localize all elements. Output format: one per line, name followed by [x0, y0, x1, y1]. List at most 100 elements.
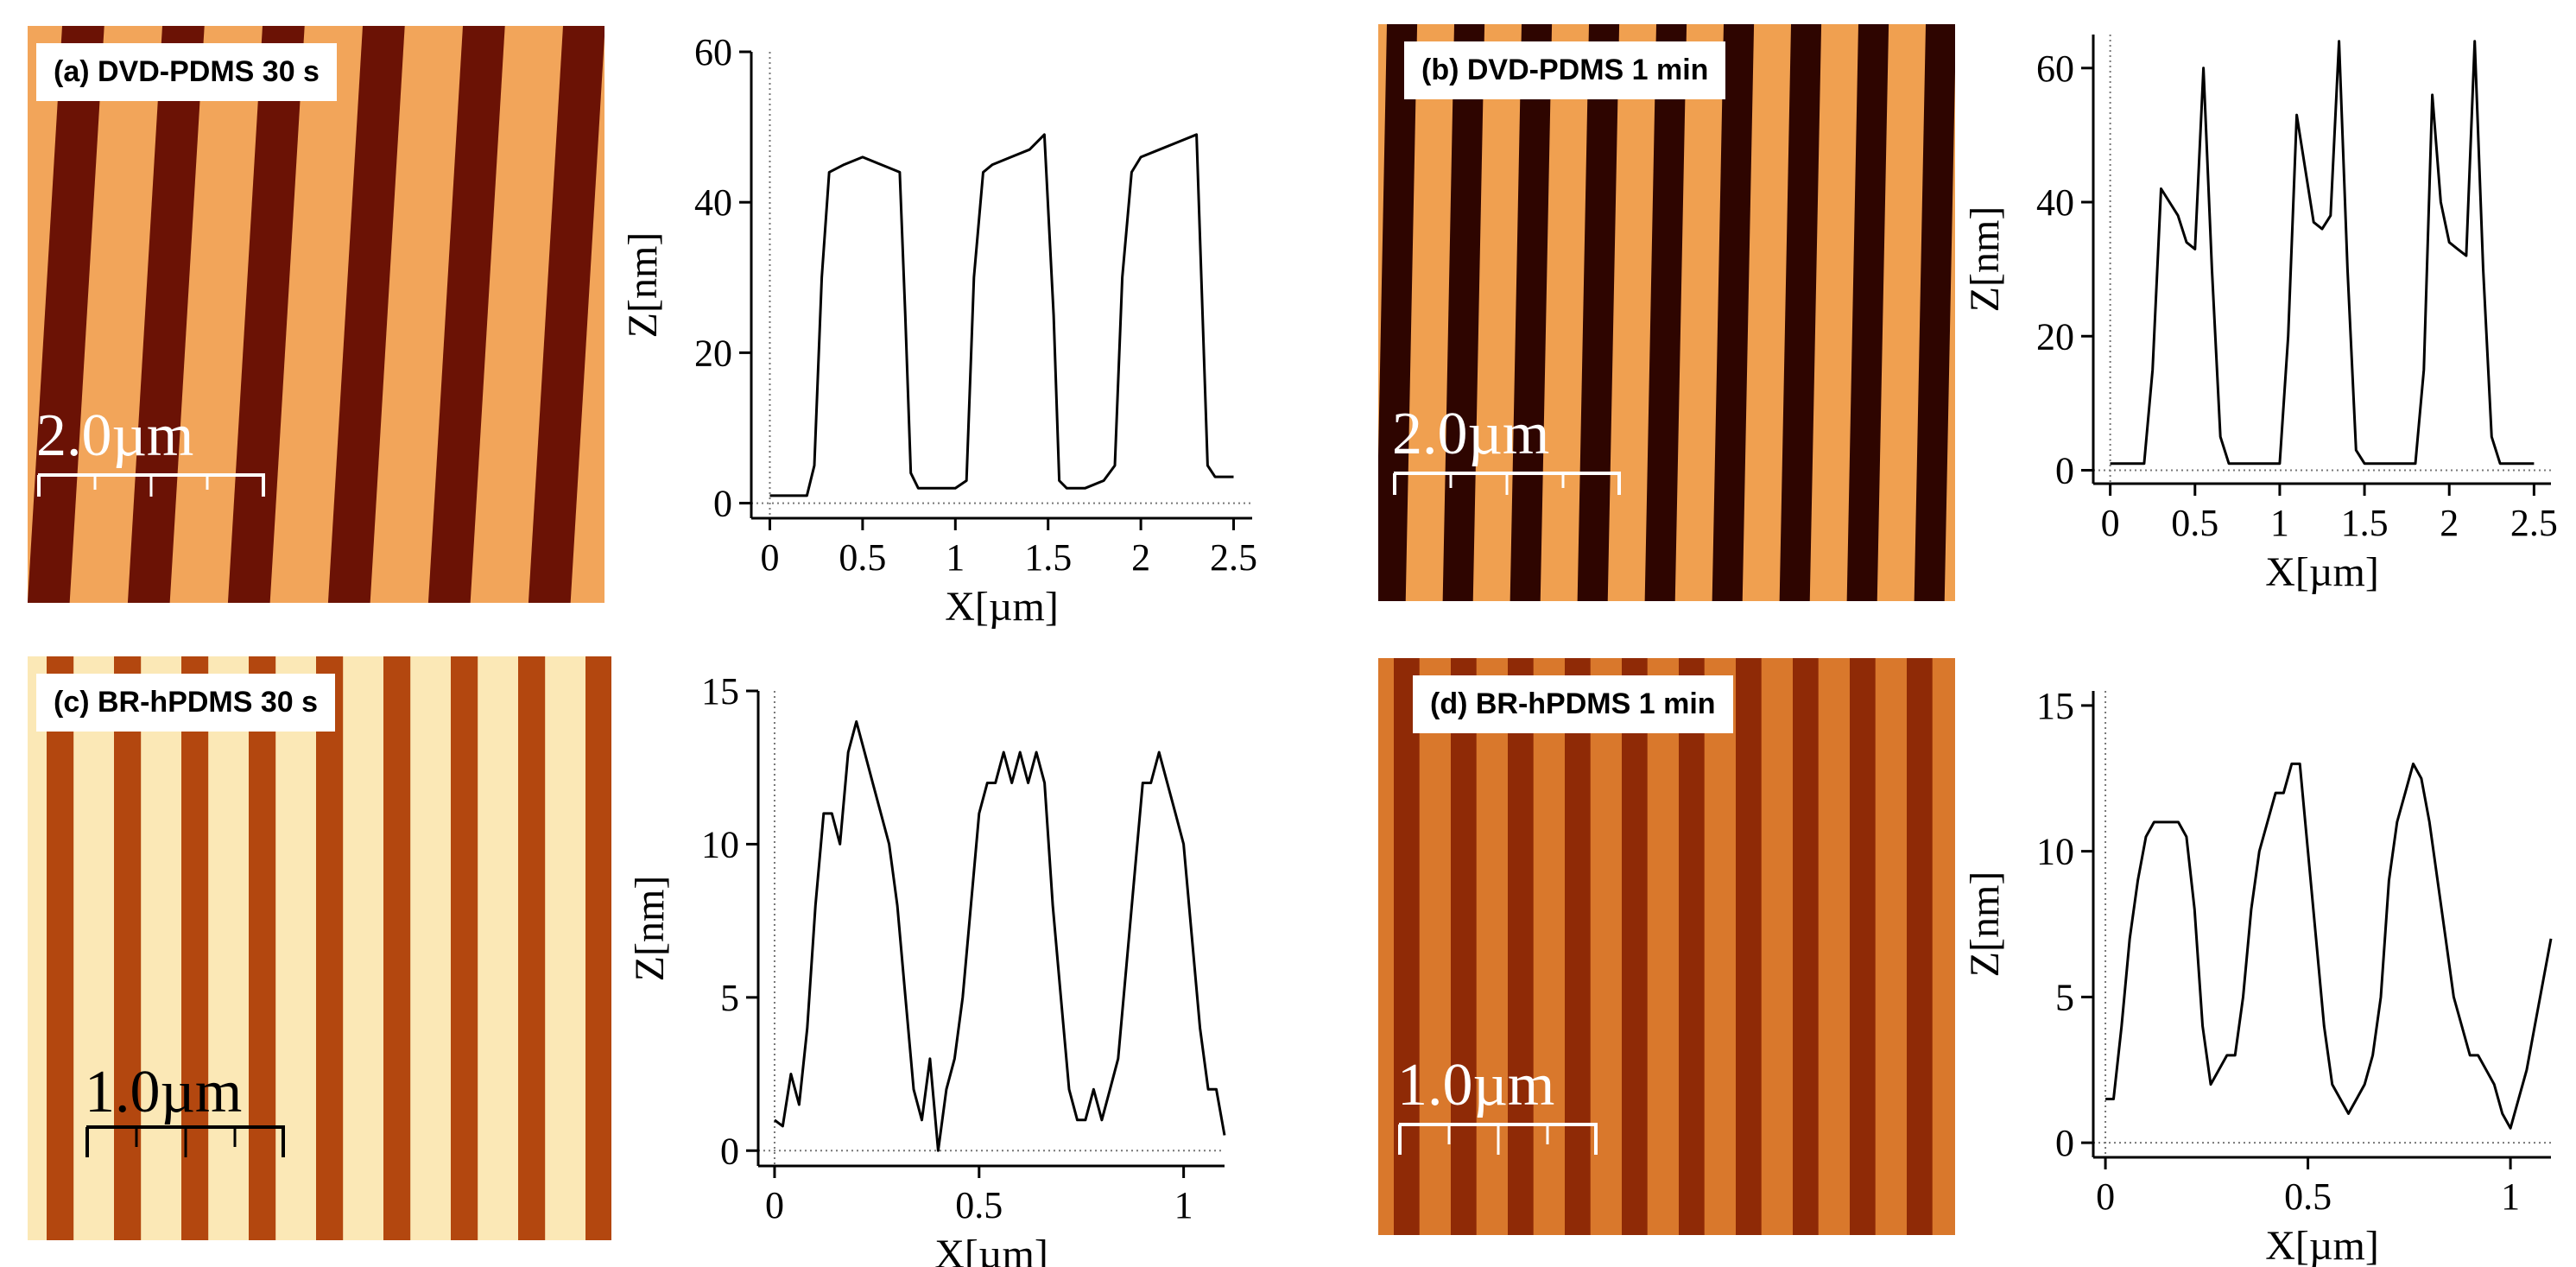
y-tick-label: 5	[720, 977, 739, 1019]
x-tick-label: 2.5	[2510, 502, 2558, 544]
afm-stripe	[383, 656, 411, 1240]
afm-stripe	[1394, 658, 1420, 1235]
x-tick-label: 1	[2270, 502, 2289, 544]
afm-stripe	[47, 656, 74, 1240]
profile-chart-c: 0 0.5 1 0 5 10 15 X[µm] Z[nm]	[611, 656, 1250, 1267]
profile-chart-d: 0 0.5 1 0 5 10 15 X[µm] Z[nm]	[1955, 656, 2573, 1267]
profile-chart-b: 0 0.5 1 1.5 2 2.5 0 20 40 60 X[µm] Z[nm]	[1955, 17, 2568, 605]
x-tick-label: 1	[1174, 1184, 1193, 1226]
scale-bar-b	[1393, 472, 1621, 495]
afm-stripe	[1577, 24, 1620, 601]
afm-stripe	[114, 656, 142, 1240]
afm-stripe	[1644, 24, 1687, 601]
y-axis-label: Z[nm]	[1962, 206, 2008, 313]
y-axis-label: Z[nm]	[620, 232, 666, 339]
x-tick-label: 2	[2440, 502, 2459, 544]
afm-stripe	[1622, 658, 1648, 1235]
y-tick-label: 0	[720, 1130, 739, 1172]
x-axis-label: X[µm]	[2265, 549, 2379, 595]
afm-stripe	[1451, 658, 1477, 1235]
afm-stripes-a	[28, 26, 604, 603]
x-tick-label: 0.5	[839, 536, 886, 579]
x-tick-label: 1.5	[2341, 502, 2389, 544]
scale-bar-c	[85, 1125, 285, 1157]
afm-image-d: (d) BR-hPDMS 1 min 1.0µm	[1378, 658, 1955, 1235]
x-tick-label: 0	[2101, 502, 2120, 544]
profile-chart-a: 0 0.5 1 1.5 2 2.5 0 20 40 60 X[µm] Z[nm]	[604, 17, 1278, 656]
afm-stripe	[1679, 658, 1705, 1235]
x-tick-label: 0.5	[955, 1184, 1003, 1226]
afm-stripe	[1442, 24, 1485, 601]
afm-stripe	[427, 26, 505, 603]
profile-line	[2110, 40, 2535, 466]
y-tick-label: 20	[2036, 315, 2074, 358]
y-tick-label: 5	[2055, 976, 2074, 1018]
afm-stripes-b	[1378, 24, 1955, 601]
afm-stripe	[1907, 658, 1933, 1235]
afm-stripe	[1793, 658, 1819, 1235]
panel-label-b: (b) DVD-PDMS 1 min	[1404, 41, 1726, 99]
afm-stripe	[227, 26, 305, 603]
scale-bar-a	[37, 473, 265, 497]
afm-image-c: (c) BR-hPDMS 30 s 1.0µm	[28, 656, 611, 1240]
afm-stripe	[1850, 658, 1876, 1235]
afm-stripes-d	[1378, 658, 1955, 1235]
afm-stripe	[28, 26, 104, 603]
y-tick-label: 10	[2036, 831, 2074, 873]
afm-stripe	[451, 656, 478, 1240]
afm-stripe	[1914, 24, 1955, 601]
profile-line	[774, 720, 1226, 1152]
afm-stripe	[1846, 24, 1889, 601]
scale-bar-label-a: 2.0µm	[36, 402, 194, 469]
afm-stripe	[327, 26, 405, 603]
afm-stripe	[249, 656, 276, 1240]
scale-bar-label-b: 2.0µm	[1392, 401, 1550, 467]
y-tick-label: 60	[2036, 48, 2074, 90]
afm-stripe	[528, 26, 604, 603]
x-axis-label: X[µm]	[934, 1232, 1048, 1267]
scale-bar-label-d: 1.0µm	[1397, 1052, 1555, 1118]
x-tick-label: 2	[1131, 536, 1150, 579]
afm-stripe	[518, 656, 546, 1240]
y-tick-label: 40	[694, 181, 732, 224]
panel-label-a: (a) DVD-PDMS 30 s	[36, 43, 337, 101]
afm-stripes-c	[28, 656, 611, 1240]
afm-stripe	[1565, 658, 1591, 1235]
x-tick-label: 0.5	[2284, 1175, 2332, 1218]
x-tick-label: 2.5	[1210, 536, 1257, 579]
afm-stripe	[585, 656, 611, 1240]
afm-stripe	[1712, 24, 1755, 601]
profile-line	[2105, 762, 2553, 1130]
x-axis-label: X[µm]	[945, 584, 1059, 630]
x-tick-label: 0	[2096, 1175, 2115, 1218]
afm-stripe	[1508, 658, 1534, 1235]
x-tick-label: 0.5	[2171, 502, 2218, 544]
panel-label-d: (d) BR-hPDMS 1 min	[1413, 675, 1733, 733]
afm-image-a: (a) DVD-PDMS 30 s 2.0µm	[28, 26, 604, 603]
afm-stripe	[1736, 658, 1762, 1235]
scale-bar-d	[1398, 1123, 1598, 1155]
afm-stripe	[181, 656, 209, 1240]
afm-stripe	[1378, 24, 1418, 601]
x-tick-label: 1	[2501, 1175, 2520, 1218]
x-tick-label: 1	[946, 536, 965, 579]
afm-stripe	[1779, 24, 1822, 601]
y-tick-label: 60	[694, 31, 732, 73]
profile-line	[769, 133, 1234, 497]
y-tick-label: 15	[701, 670, 739, 713]
x-tick-label: 0	[760, 536, 779, 579]
x-tick-label: 0	[765, 1184, 784, 1226]
afm-stripe	[1510, 24, 1553, 601]
y-tick-label: 40	[2036, 181, 2074, 224]
panel-label-c: (c) BR-hPDMS 30 s	[36, 674, 336, 732]
y-axis-label: Z[nm]	[627, 876, 673, 982]
y-tick-label: 0	[2055, 1122, 2074, 1164]
y-tick-label: 20	[694, 332, 732, 374]
y-axis-label: Z[nm]	[1962, 871, 2008, 978]
y-tick-label: 10	[701, 823, 739, 865]
y-tick-label: 0	[2055, 449, 2074, 491]
x-tick-label: 1.5	[1024, 536, 1072, 579]
scale-bar-label-c: 1.0µm	[85, 1059, 243, 1125]
afm-stripe	[316, 656, 344, 1240]
x-axis-label: X[µm]	[2265, 1223, 2379, 1267]
